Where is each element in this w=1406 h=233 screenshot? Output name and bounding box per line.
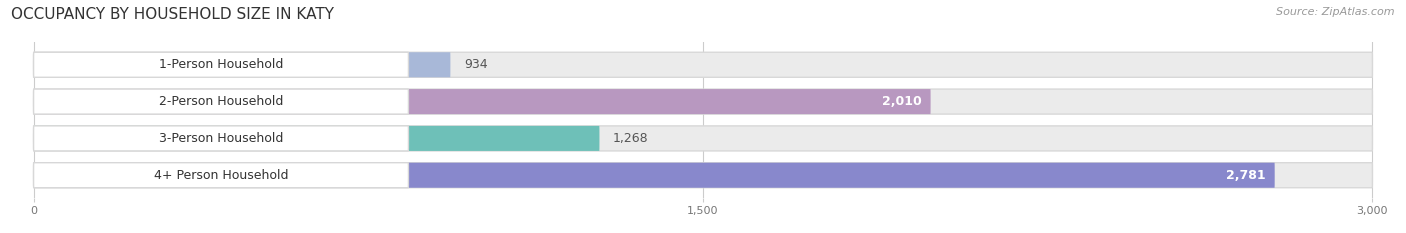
Text: OCCUPANCY BY HOUSEHOLD SIZE IN KATY: OCCUPANCY BY HOUSEHOLD SIZE IN KATY xyxy=(11,7,335,22)
Text: 1,268: 1,268 xyxy=(613,132,648,145)
FancyBboxPatch shape xyxy=(34,89,409,114)
FancyBboxPatch shape xyxy=(34,52,409,77)
Text: 3-Person Household: 3-Person Household xyxy=(159,132,283,145)
FancyBboxPatch shape xyxy=(34,163,1275,188)
FancyBboxPatch shape xyxy=(34,52,450,77)
FancyBboxPatch shape xyxy=(34,163,409,188)
FancyBboxPatch shape xyxy=(34,126,599,151)
Text: 2,010: 2,010 xyxy=(882,95,922,108)
FancyBboxPatch shape xyxy=(34,126,1372,151)
FancyBboxPatch shape xyxy=(34,89,1372,114)
Text: 934: 934 xyxy=(464,58,488,71)
Text: Source: ZipAtlas.com: Source: ZipAtlas.com xyxy=(1277,7,1395,17)
FancyBboxPatch shape xyxy=(34,52,1372,77)
FancyBboxPatch shape xyxy=(34,89,931,114)
FancyBboxPatch shape xyxy=(34,126,409,151)
Text: 1-Person Household: 1-Person Household xyxy=(159,58,283,71)
Text: 2,781: 2,781 xyxy=(1226,169,1265,182)
FancyBboxPatch shape xyxy=(34,163,1372,188)
Text: 2-Person Household: 2-Person Household xyxy=(159,95,283,108)
Text: 4+ Person Household: 4+ Person Household xyxy=(153,169,288,182)
